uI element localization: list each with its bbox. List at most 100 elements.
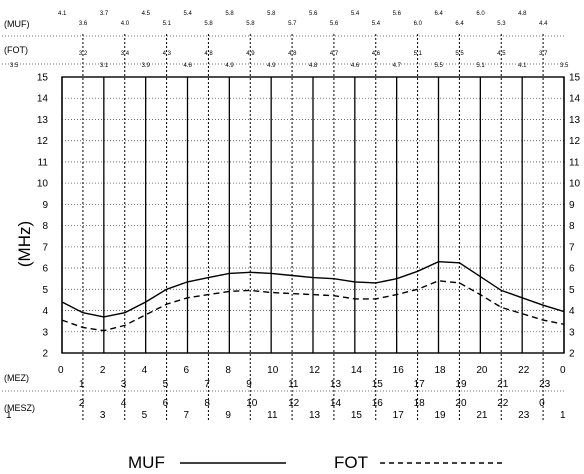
fot-value-label: 4.5 (497, 51, 506, 57)
y-ticks-left: 2 3 4 5 6 7 8 9 10 11 12 13 14 15 (37, 73, 49, 360)
legend: MUF FOT (128, 453, 506, 472)
y-ticks-right: 2 3 4 5 6 7 8 9 10 11 12 13 14 15 (569, 73, 581, 360)
muf-value-label: 5.1 (163, 21, 172, 27)
muf-value-label: 4.5 (142, 11, 151, 17)
muf-value-label: 5.8 (225, 11, 234, 17)
legend-label-muf: MUF (128, 453, 165, 472)
fot-value-label: 5.1 (414, 51, 423, 57)
fot-value-label: 3.2 (79, 51, 88, 57)
y-tick-label-right: 7 (569, 242, 575, 253)
y-tick-label-left: 6 (42, 264, 48, 275)
mez-hour-label: 5 (163, 379, 169, 390)
y-tick-label-right: 6 (569, 264, 575, 275)
y-tick-label-right: 3 (569, 327, 575, 338)
mesz-hour-label: 22 (497, 398, 509, 409)
y-tick-label-left: 5 (42, 285, 48, 296)
value-rows: (MUF) 4.1 3.6 3.7 4.0 4.5 5.1 5.4 5.8 5.8 5.8 5.8 5.… (2, 11, 569, 421)
mez-hour-label: 21 (497, 379, 509, 390)
fot-row-label: (FOT) (4, 45, 28, 55)
mez-hour-label: 9 (246, 379, 252, 390)
mez-hour-label: 1 (79, 379, 85, 390)
y-tick-label-left: 13 (37, 115, 49, 126)
fot-value-label: 4.3 (163, 51, 172, 57)
muf-value-label: 4.0 (121, 21, 130, 27)
mesz-hour-label: 10 (246, 398, 258, 409)
y-tick-label-right: 8 (569, 221, 575, 232)
fot-value-label: 4.9 (225, 63, 234, 69)
fot-value-label: 4.8 (204, 51, 213, 57)
muf-value-label: 4.4 (539, 21, 548, 27)
muf-value-label: 3.7 (100, 11, 109, 17)
muf-value-label: 3.6 (79, 21, 88, 27)
mez-hour-label: 12 (309, 365, 321, 376)
mez-hour-label: 4 (142, 365, 148, 376)
fot-value-label: 5.5 (435, 63, 444, 69)
muf-value-label: 5.6 (309, 11, 318, 17)
legend-label-fot: FOT (334, 453, 368, 472)
muf-value-label: 4.8 (518, 11, 527, 17)
mez-hour-label: 22 (518, 365, 530, 376)
y-tick-label-left: 9 (42, 200, 48, 211)
y-tick-label-right: 11 (569, 157, 580, 168)
mez-hour-label: 3 (121, 379, 127, 390)
mez-hour-label: 15 (372, 379, 384, 390)
fot-value-label: 4.9 (246, 51, 255, 57)
y-tick-label-left: 7 (42, 242, 48, 253)
muf-value-label: 4.1 (58, 11, 67, 17)
mez-hour-label: 20 (476, 365, 488, 376)
y-tick-label-right: 4 (569, 306, 575, 317)
y-tick-label-left: 15 (37, 73, 49, 84)
fot-value-label: 4.9 (267, 63, 276, 69)
mesz-hour-label: 4 (121, 398, 127, 409)
y-tick-label-left: 8 (42, 221, 48, 232)
y-tick-label-left: 12 (37, 136, 49, 147)
mez-hour-label: 0 (58, 365, 64, 376)
mesz-hour-label: 3 (100, 410, 106, 421)
mez-hour-label: 7 (204, 379, 210, 390)
mesz-hour-label: 11 (267, 410, 278, 421)
muf-value-label: 5.4 (351, 11, 360, 17)
mez-hour-label: 17 (414, 379, 426, 390)
mesz-hour-label: 5 (142, 410, 148, 421)
mesz-hour-label: 15 (351, 410, 363, 421)
mez-hour-label: 2 (100, 365, 106, 376)
mez-hour-label: 14 (351, 365, 363, 376)
mesz-hour-label: 9 (225, 410, 231, 421)
mez-row-label: (MEZ) (4, 373, 29, 383)
mesz-hour-label: 0 (539, 398, 545, 409)
fot-value-label: 5.5 (455, 51, 464, 57)
mez-hour-label: 18 (435, 365, 447, 376)
mez-hour-label: 19 (455, 379, 467, 390)
muf-value-label: 5.6 (330, 21, 339, 27)
mez-hour-label: 10 (267, 365, 279, 376)
y-tick-label-left: 14 (37, 94, 49, 105)
fot-value-label: 4.6 (351, 63, 360, 69)
y-tick-label-left: 10 (37, 179, 49, 190)
fot-value-label: 4.6 (184, 63, 193, 69)
mez-hour-label: 23 (539, 379, 551, 390)
fot-value-label: 4.8 (288, 51, 297, 57)
fot-value-label: 4.6 (372, 51, 381, 57)
muf-value-label: 5.7 (288, 21, 297, 27)
fot-value-label: 3.9 (142, 63, 151, 69)
mesz-row-label: (MESZ) (4, 403, 35, 413)
muf-value-label: 5.8 (204, 21, 213, 27)
y-tick-label-right: 12 (569, 136, 581, 147)
y-tick-label-right: 9 (569, 200, 575, 211)
y-tick-label-right: 2 (569, 349, 575, 360)
mesz-hour-label: 8 (204, 398, 210, 409)
mesz-hour-label: 23 (518, 410, 530, 421)
mesz-hour-label: 19 (435, 410, 447, 421)
muf-value-label: 5.8 (267, 11, 276, 17)
mesz-hour-label: 1 (560, 410, 566, 421)
series-layer (61, 260, 565, 332)
muf-value-label: 6.0 (476, 11, 485, 17)
y-axis-label: (MHz) (15, 221, 34, 267)
mez-hour-label: 13 (330, 379, 342, 390)
mez-hour-label: 6 (184, 365, 190, 376)
y-tick-label-right: 10 (569, 179, 581, 190)
fot-value-label: 3.5 (10, 63, 19, 69)
mesz-hour-label: 18 (414, 398, 426, 409)
mesz-hour-label: 13 (309, 410, 321, 421)
